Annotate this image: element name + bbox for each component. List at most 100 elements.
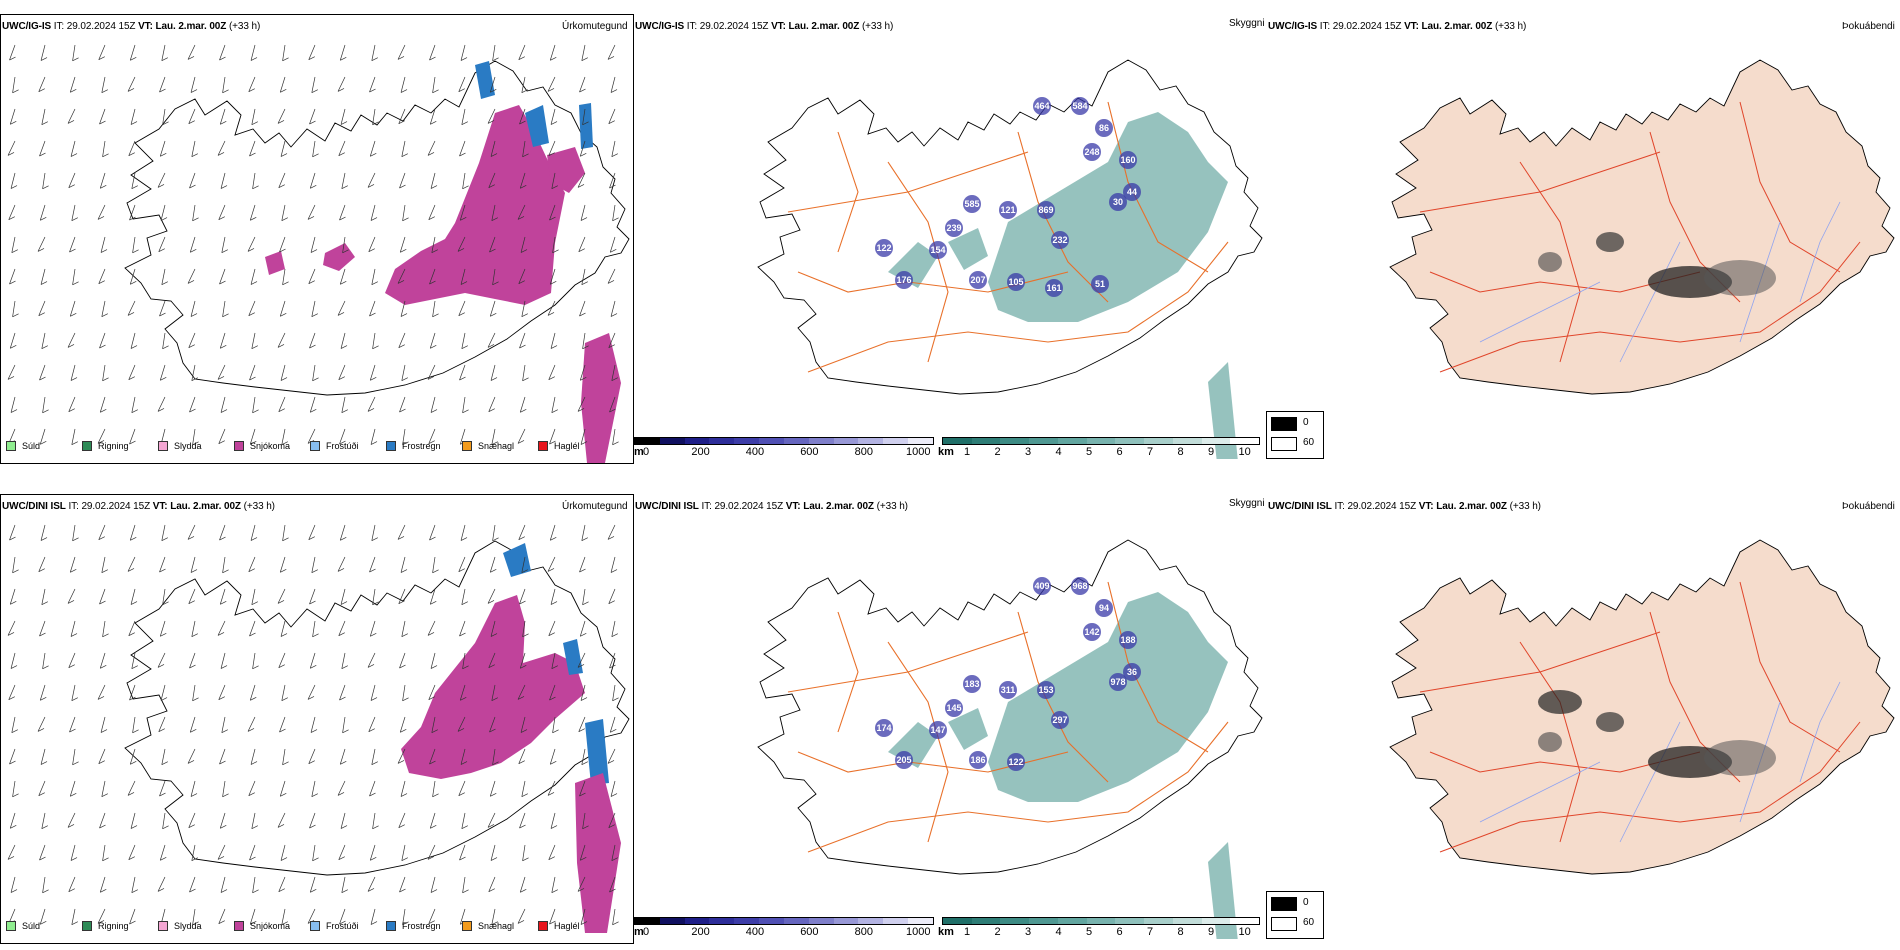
legend-label: Snæhagl — [478, 441, 515, 451]
cloudbase-label: 978 — [1110, 677, 1125, 687]
cloudbase-label: 186 — [970, 755, 985, 765]
legend-item: Snæhagl — [462, 440, 514, 452]
fog-panel-row1 — [1266, 14, 1900, 459]
header-row2-precip: UWC/DINI ISL IT: 29.02.2024 15Z VT: Lau.… — [2, 501, 275, 512]
legend-item: Snjókoma — [234, 440, 290, 452]
legend-label: Haglél — [554, 921, 580, 931]
legend-item: Súld — [6, 440, 40, 452]
legend-swatch — [234, 441, 244, 451]
legend-label: Frostúði — [326, 921, 359, 931]
cloudbase-label: 174 — [876, 723, 891, 733]
legend-label: Snjókoma — [250, 921, 291, 931]
frost-rain-area — [503, 543, 531, 577]
legend-swatch — [310, 921, 320, 931]
cloudbase-tick: 1000 — [906, 446, 931, 458]
fog-legend-swatch — [1271, 897, 1297, 911]
legend-label: Frostregn — [402, 921, 441, 931]
wind-barbs — [7, 44, 619, 446]
legend-swatch — [538, 921, 548, 931]
visibility-tick: 1 — [964, 446, 971, 458]
cloudbase-label: 311 — [1001, 685, 1016, 695]
panel-title-precip: Úrkomutegund — [562, 501, 628, 512]
fog-legend-label: 0 — [1303, 417, 1309, 428]
visibility-tick: 2 — [994, 446, 1001, 458]
fog-area — [1704, 260, 1776, 296]
legend-swatch — [310, 441, 320, 451]
frost-rain-area — [475, 61, 495, 99]
cloudbase-colorbar-row1: m 0 200 400 600 800 1000 — [634, 437, 939, 461]
visibility-tick: 10 — [1238, 926, 1251, 938]
cloudbase-label: 122 — [1008, 757, 1023, 767]
cloudbase-color-strip — [634, 917, 934, 925]
fog-index-map — [1389, 59, 1895, 395]
iceland-outline — [1389, 59, 1895, 395]
visibility-tick: 6 — [1116, 446, 1123, 458]
init-time: 29.02.2024 15Z — [81, 501, 151, 512]
cloudbase-label: 147 — [930, 725, 945, 735]
cloudbase-label: 869 — [1038, 205, 1053, 215]
cloudbase-label: 122 — [876, 243, 891, 253]
cloudbase-unit: m — [634, 926, 644, 938]
fog-area — [1596, 712, 1624, 732]
init-time: 29.02.2024 15Z — [66, 21, 136, 32]
visibility-tick: 7 — [1147, 446, 1154, 458]
legend-item: Haglél — [538, 920, 580, 932]
legend-label: Slydda — [174, 441, 202, 451]
cloudbase-label: 176 — [896, 275, 911, 285]
visibility-tick: 2 — [994, 926, 1001, 938]
cloudbase-label: 297 — [1052, 715, 1067, 725]
header-row1-fog: UWC/IG-IS IT: 29.02.2024 15Z VT: Lau. 2.… — [1268, 21, 1527, 32]
cloudbase-label: 968 — [1072, 581, 1087, 591]
cloudbase-label: 409 — [1034, 581, 1049, 591]
cloudbase-tick: 600 — [800, 926, 819, 938]
cloudbase-label: 94 — [1099, 603, 1109, 613]
cloudbase-label: 51 — [1095, 279, 1105, 289]
model-name: UWC/DINI ISL — [2, 501, 66, 512]
fog-area — [1596, 232, 1624, 252]
snowfall-area — [575, 773, 621, 933]
legend-label: Snjókoma — [250, 441, 291, 451]
cloudbase-label: 44 — [1127, 187, 1137, 197]
legend-swatch — [386, 921, 396, 931]
cloudbase-colorbar-row2: m 0 200 400 600 800 1000 — [634, 917, 939, 941]
legend-label: Frostúði — [326, 441, 359, 451]
legend-item: Súld — [6, 920, 40, 932]
fog-legend-row2: 0 60 — [1266, 891, 1324, 939]
frost-rain-area — [585, 719, 609, 785]
visibility-tick: 4 — [1055, 446, 1062, 458]
cloudbase-tick: 1000 — [906, 926, 931, 938]
legend-label: Haglél — [554, 441, 580, 451]
cloudbase-label: 145 — [946, 703, 961, 713]
legend-swatch — [158, 441, 168, 451]
cloudbase-label: 205 — [896, 755, 911, 765]
legend-swatch — [386, 441, 396, 451]
frost-rain-area — [579, 103, 593, 149]
cloudbase-label: 183 — [964, 679, 979, 689]
legend-item: Frostúði — [310, 920, 359, 932]
visibility-tick: 8 — [1177, 446, 1184, 458]
low-visibility-area — [1208, 842, 1238, 939]
visibility-tick: 5 — [1086, 926, 1093, 938]
cloudbase-label: 86 — [1099, 123, 1109, 133]
cloudbase-label: 464 — [1034, 101, 1049, 111]
legend-swatch — [82, 441, 92, 451]
frost-rain-area — [525, 105, 549, 147]
fog-legend-label: 60 — [1303, 917, 1315, 928]
legend-item: Frostúði — [310, 440, 359, 452]
fog-panel-row2 — [1266, 494, 1900, 939]
cloudbase-label: 232 — [1052, 235, 1067, 245]
cloudbase-label: 153 — [1038, 685, 1053, 695]
low-visibility-area — [988, 112, 1228, 322]
low-visibility-area — [948, 228, 988, 270]
legend-item: Haglél — [538, 440, 580, 452]
cloudbase-tick: 600 — [800, 446, 819, 458]
precip-panel-row1 — [0, 14, 634, 464]
it-label: IT: — [53, 21, 65, 32]
fog-area — [1538, 732, 1562, 752]
visibility-tick: 1 — [964, 926, 971, 938]
cloudbase-tick: 0 — [643, 446, 650, 458]
legend-item: Frostregn — [386, 920, 441, 932]
legend-label: Frostregn — [402, 441, 441, 451]
precip-type-map — [7, 524, 630, 933]
